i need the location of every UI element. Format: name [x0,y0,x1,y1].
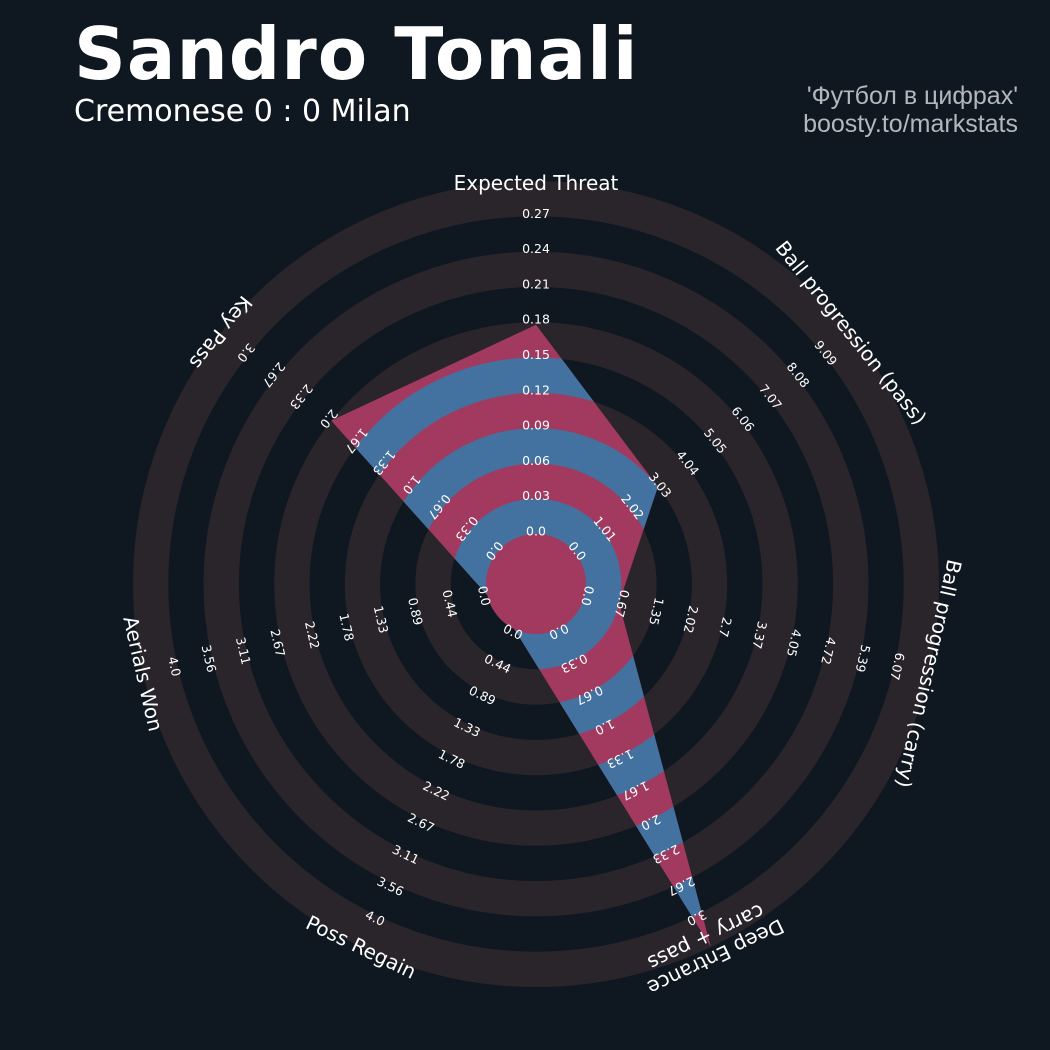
tick-label: 0.0 [475,584,494,607]
credit: 'Футбол в цифрах' boosty.to/markstats [803,82,1018,138]
match-subtitle: Cremonese 0 : 0 Milan [74,94,411,129]
tick-label: 2.02 [680,604,701,634]
tick-label: 0.89 [405,596,426,627]
ring-band [203,251,869,917]
category-label-line: Expected Threat [454,171,619,195]
tick-label: 3.37 [749,620,770,650]
tick-label: 0.12 [522,382,550,397]
page-title: Sandro Tonali [74,12,639,96]
credit-line-2: boosty.to/markstats [803,110,1018,138]
credit-line-1: 'Футбол в цифрах' [806,82,1018,110]
tick-label: 1.78 [336,612,357,643]
tick-label: 0.27 [522,206,550,221]
tick-label: 0.0 [578,584,597,607]
tick-label: 0.18 [522,312,550,327]
tick-label: 0.15 [522,347,550,362]
tick-label: 2.7 [716,616,735,639]
tick-label: 6.07 [887,651,908,681]
center-disc [486,534,586,634]
tick-label: 4.05 [784,628,805,658]
tick-label: 0.21 [522,276,550,291]
tick-label: 3.11 [233,636,254,666]
tick-label: 2.67 [267,628,288,658]
tick-label: 0.09 [522,418,550,433]
tick-label: 5.39 [853,643,874,674]
tick-label: 0.67 [612,588,633,618]
tick-label: 0.44 [439,588,460,619]
tick-label: 4.0 [165,655,184,678]
ring-band [132,180,940,988]
tick-label: 0.0 [526,524,546,539]
tick-label: 4.72 [818,636,839,666]
tick-label: 0.03 [522,488,550,503]
tick-label: 3.56 [199,643,220,674]
category-label: Expected Threat [454,171,619,195]
tick-label: 0.06 [522,453,550,468]
tick-label: 1.35 [646,596,667,626]
tick-label: 2.22 [302,620,323,650]
tick-label: 1.33 [371,604,392,634]
tick-label: 0.24 [522,241,550,256]
